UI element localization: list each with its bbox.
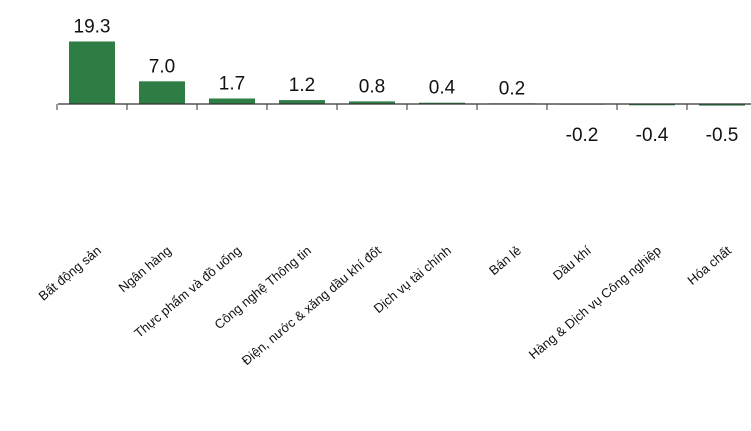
x-axis — [56, 103, 751, 110]
bar — [349, 101, 395, 104]
bar — [69, 41, 115, 104]
bar-value-label: 7.0 — [149, 56, 175, 77]
bar-value-label: 19.3 — [74, 16, 111, 37]
bars-group — [69, 41, 745, 106]
bar-value-label: -0.2 — [566, 125, 599, 146]
category-label: Ngân hàng — [116, 243, 174, 295]
bar-value-label: -0.5 — [706, 125, 739, 146]
category-label: Điện, nước & xăng dầu khí đốt — [239, 243, 384, 368]
category-label: Hóa chất — [684, 243, 734, 288]
bar — [279, 100, 325, 104]
bar — [629, 104, 675, 106]
bar-value-label: 0.4 — [429, 78, 456, 99]
category-label: Dầu khí — [550, 243, 594, 284]
bar — [699, 104, 745, 106]
bar-value-label: 1.2 — [289, 75, 315, 96]
bar-value-label: 1.7 — [219, 73, 245, 94]
bar — [139, 81, 185, 104]
bar-value-label: 0.8 — [359, 76, 385, 97]
category-label: Hàng & Dịch vụ Công nghiệp — [526, 243, 664, 362]
category-label: Bán lẻ — [486, 243, 524, 278]
bar — [419, 102, 465, 104]
value-labels-group: 19.3 7.0 1.7 1.2 0.8 0.4 0.2 -0.2 -0.4 -0.5 — [74, 16, 739, 146]
bar — [209, 98, 255, 104]
bar-value-label: 0.2 — [499, 78, 525, 99]
bar-value-label: -0.4 — [636, 125, 669, 146]
category-label: Bất động sản — [36, 243, 104, 304]
